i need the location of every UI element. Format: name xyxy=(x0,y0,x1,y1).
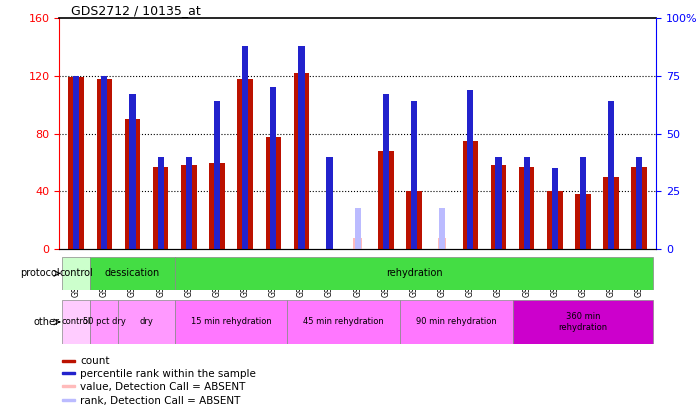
Bar xyxy=(524,157,530,249)
Bar xyxy=(355,207,361,249)
Bar xyxy=(608,101,614,249)
Bar xyxy=(378,151,394,249)
Bar xyxy=(400,300,512,344)
Bar xyxy=(294,73,309,249)
Bar xyxy=(129,94,135,249)
Bar xyxy=(174,257,653,290)
Bar xyxy=(242,46,248,249)
Bar xyxy=(73,76,80,249)
Bar xyxy=(575,194,591,249)
Bar xyxy=(603,177,619,249)
Text: 15 min rehydration: 15 min rehydration xyxy=(191,318,272,326)
Bar xyxy=(463,141,478,249)
Text: dessication: dessication xyxy=(105,269,160,278)
Bar xyxy=(90,300,119,344)
Bar xyxy=(512,300,653,344)
Bar xyxy=(298,46,304,249)
Bar xyxy=(181,165,197,249)
Text: dry: dry xyxy=(140,318,154,326)
Bar xyxy=(383,94,389,249)
Bar xyxy=(62,257,90,290)
Bar xyxy=(62,399,75,401)
Text: count: count xyxy=(80,356,110,366)
Text: other: other xyxy=(34,317,59,327)
Bar xyxy=(327,157,333,249)
Bar xyxy=(96,79,112,249)
Bar xyxy=(439,207,445,249)
Bar xyxy=(119,300,174,344)
Bar xyxy=(62,300,90,344)
Bar xyxy=(467,90,473,249)
Bar xyxy=(519,167,535,249)
Bar xyxy=(90,257,174,290)
Text: 50 pct dry: 50 pct dry xyxy=(83,318,126,326)
Bar xyxy=(174,300,288,344)
Bar xyxy=(62,372,75,374)
Bar xyxy=(62,385,75,388)
Bar xyxy=(62,360,75,362)
Text: 360 min
rehydration: 360 min rehydration xyxy=(558,312,607,332)
Bar xyxy=(68,77,84,249)
Text: 90 min rehydration: 90 min rehydration xyxy=(416,318,496,326)
Bar xyxy=(125,119,140,249)
Bar xyxy=(158,157,164,249)
Bar xyxy=(496,157,502,249)
Bar xyxy=(411,101,417,249)
Text: GDS2712 / 10135_at: GDS2712 / 10135_at xyxy=(71,4,201,17)
Bar xyxy=(288,300,400,344)
Text: rank, Detection Call = ABSENT: rank, Detection Call = ABSENT xyxy=(80,396,241,405)
Bar xyxy=(265,136,281,249)
Text: percentile rank within the sample: percentile rank within the sample xyxy=(80,369,256,379)
Text: control: control xyxy=(61,318,91,326)
Bar xyxy=(214,101,220,249)
Bar xyxy=(101,76,107,249)
Bar xyxy=(353,237,362,249)
Text: control: control xyxy=(59,269,93,278)
Bar xyxy=(551,168,558,249)
Text: rehydration: rehydration xyxy=(386,269,443,278)
Bar xyxy=(547,192,563,249)
Bar xyxy=(632,167,647,249)
Text: 45 min rehydration: 45 min rehydration xyxy=(303,318,384,326)
Text: value, Detection Call = ABSENT: value, Detection Call = ABSENT xyxy=(80,382,246,392)
Bar xyxy=(153,167,168,249)
Bar xyxy=(237,79,253,249)
Bar xyxy=(580,157,586,249)
Text: protocol: protocol xyxy=(20,269,59,278)
Bar xyxy=(270,87,276,249)
Bar xyxy=(186,157,192,249)
Bar xyxy=(636,157,642,249)
Bar xyxy=(438,237,447,249)
Bar xyxy=(406,192,422,249)
Bar xyxy=(491,165,506,249)
Bar xyxy=(209,162,225,249)
